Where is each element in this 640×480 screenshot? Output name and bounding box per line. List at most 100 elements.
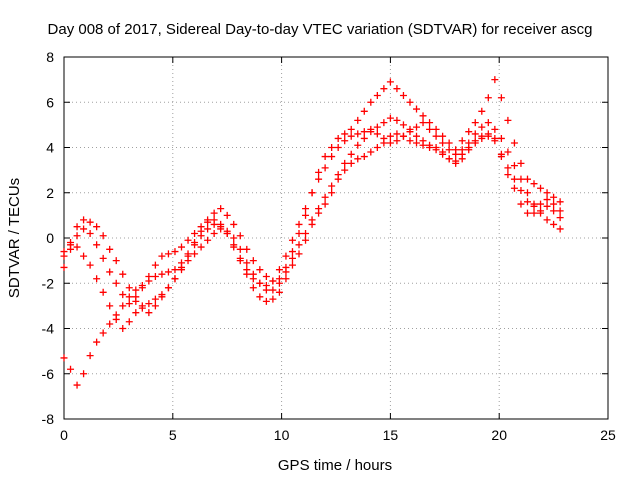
- data-point: [236, 245, 244, 253]
- data-point: [399, 121, 407, 129]
- data-point: [484, 130, 492, 138]
- y-tick-label: 4: [46, 140, 54, 156]
- data-point: [426, 141, 434, 149]
- data-point: [112, 279, 120, 287]
- data-point: [497, 134, 505, 142]
- data-point: [360, 134, 368, 142]
- data-point: [288, 236, 296, 244]
- data-point: [269, 295, 277, 303]
- data-point: [432, 125, 440, 133]
- data-point: [504, 116, 512, 124]
- data-point: [484, 119, 492, 127]
- data-point: [523, 189, 531, 197]
- data-point: [119, 302, 127, 310]
- data-point: [484, 94, 492, 102]
- data-point: [230, 241, 238, 249]
- data-point: [93, 275, 101, 283]
- data-point: [550, 207, 558, 215]
- data-point: [517, 186, 525, 194]
- data-point: [523, 209, 531, 217]
- data-point: [360, 128, 368, 136]
- data-point: [275, 266, 283, 274]
- data-point: [399, 91, 407, 99]
- x-tick-label: 15: [383, 427, 399, 443]
- data-point: [243, 259, 251, 267]
- data-point: [393, 137, 401, 145]
- data-point: [171, 266, 179, 274]
- data-point: [347, 150, 355, 158]
- data-point: [543, 189, 551, 197]
- data-point: [125, 293, 133, 301]
- data-point: [504, 148, 512, 156]
- data-point: [295, 241, 303, 249]
- data-point: [354, 130, 362, 138]
- data-point: [465, 139, 473, 147]
- data-point: [321, 200, 329, 208]
- data-point: [380, 119, 388, 127]
- data-point: [60, 263, 68, 271]
- data-point: [491, 134, 499, 142]
- series-4: [60, 119, 564, 308]
- data-point: [86, 218, 94, 226]
- data-point: [334, 144, 342, 151]
- data-point: [537, 200, 545, 208]
- data-point: [354, 155, 362, 163]
- data-point: [106, 268, 114, 276]
- y-tick-label: -2: [42, 275, 55, 291]
- y-axis-label: SDTVAR / TECUs: [6, 178, 23, 298]
- x-tick-label: 25: [600, 427, 616, 443]
- data-point: [151, 272, 159, 280]
- data-point: [530, 180, 538, 188]
- data-point: [360, 153, 368, 161]
- data-point: [510, 184, 518, 192]
- y-tick-label: 8: [46, 49, 54, 65]
- data-point: [210, 216, 218, 224]
- data-point: [399, 132, 407, 140]
- data-point: [497, 94, 505, 102]
- data-point: [419, 112, 427, 120]
- data-point: [556, 214, 564, 222]
- data-point: [504, 164, 512, 172]
- data-point: [347, 132, 355, 140]
- data-point: [458, 137, 466, 145]
- data-point: [315, 205, 323, 213]
- data-point: [262, 282, 270, 290]
- data-point: [230, 234, 238, 242]
- data-point: [354, 141, 362, 149]
- data-point: [197, 243, 205, 251]
- data-point: [341, 137, 349, 145]
- data-point: [204, 225, 212, 233]
- data-point: [328, 182, 336, 190]
- data-point: [393, 85, 401, 93]
- data-point: [537, 209, 545, 217]
- data-point: [360, 107, 368, 115]
- data-point: [556, 207, 564, 215]
- data-point: [73, 381, 81, 389]
- data-point: [93, 338, 101, 346]
- data-point: [328, 189, 336, 197]
- data-point: [158, 252, 166, 260]
- data-point: [347, 125, 355, 133]
- data-point: [543, 216, 551, 224]
- data-point: [406, 128, 414, 136]
- data-point: [119, 270, 127, 278]
- data-point: [288, 248, 296, 256]
- data-point: [295, 229, 303, 237]
- data-point: [347, 159, 355, 167]
- data-point: [249, 257, 257, 265]
- data-point: [523, 175, 531, 183]
- data-point: [282, 275, 290, 283]
- data-point: [191, 250, 199, 258]
- y-tick-label: 2: [46, 185, 54, 201]
- x-tick-label: 20: [491, 427, 507, 443]
- grid-lines: [64, 57, 608, 419]
- data-point: [334, 134, 342, 142]
- data-point: [478, 132, 486, 140]
- x-axis-label: GPS time / hours: [278, 457, 392, 474]
- data-point: [458, 146, 466, 154]
- data-point: [178, 266, 186, 274]
- data-point: [249, 275, 257, 283]
- data-point: [295, 220, 303, 228]
- data-point: [432, 146, 440, 154]
- data-point: [497, 150, 505, 158]
